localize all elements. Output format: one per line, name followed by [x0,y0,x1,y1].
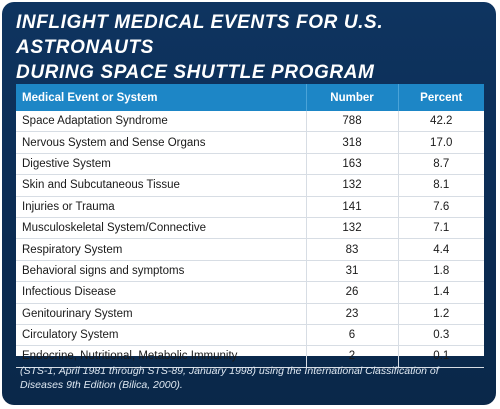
cell-number: 2 [305,345,398,368]
cell-number: 141 [305,196,398,218]
cell-event: Behavioral signs and symptoms [16,260,306,283]
table-header-row: Medical Event or System Number Percent [16,84,484,111]
cell-number: 318 [305,131,398,154]
cell-number: 83 [305,238,398,261]
cell-event: Skin and Subcutaneous Tissue [16,174,306,197]
cell-percent: 1.8 [397,260,484,283]
table-row: Injuries or Trauma 141 7.6 [16,196,484,218]
cell-percent: 17.0 [397,131,484,154]
table-row: Nervous System and Sense Organs 318 17.0 [16,131,484,154]
table-row: Skin and Subcutaneous Tissue 132 8.1 [16,174,484,197]
cell-percent: 0.1 [397,345,484,368]
cell-number: 23 [305,303,398,325]
table-row: Respiratory System 83 4.4 [16,238,484,261]
cell-number: 163 [305,153,398,176]
table-row: Circulatory System 6 0.3 [16,324,484,347]
page-title: INFLIGHT MEDICAL EVENTS FOR U.S. ASTRONA… [16,10,486,85]
title-line-2: DURING SPACE SHUTTLE PROGRAM [16,62,375,83]
table-body: Space Adaptation Syndrome 788 42.2 Nervous … [16,111,484,368]
cell-number: 6 [305,324,398,347]
cell-event: Space Adaptation Syndrome [16,111,306,133]
header-number: Number [305,84,398,111]
header-percent: Percent [397,84,484,111]
cell-number: 132 [305,217,398,240]
cell-number: 788 [305,111,398,133]
table-row: Space Adaptation Syndrome 788 42.2 [16,111,484,133]
cell-percent: 8.1 [397,174,484,197]
table-row: Endocrine, Nutritional, Metabolic Immuni… [16,345,484,368]
cell-event: Endocrine, Nutritional, Metabolic Immuni… [16,345,306,368]
cell-percent: 7.6 [397,196,484,218]
header-event: Medical Event or System [22,91,158,104]
cell-event: Musculoskeletal System/Connective [16,217,306,240]
cell-percent: 1.2 [397,303,484,325]
cell-number: 31 [305,260,398,283]
table-row: Behavioral signs and symptoms 31 1.8 [16,260,484,283]
table-row: Infectious Disease 26 1.4 [16,281,484,304]
cell-percent: 42.2 [397,111,484,133]
cell-number: 132 [305,174,398,197]
cell-percent: 7.1 [397,217,484,240]
cell-percent: 1.4 [397,281,484,304]
cell-event: Circulatory System [16,324,306,347]
medical-events-table: Medical Event or System Number Percent S… [16,84,484,368]
infographic-panel: INFLIGHT MEDICAL EVENTS FOR U.S. ASTRONA… [2,2,496,405]
medical-events-table-container: Medical Event or System Number Percent S… [16,84,484,368]
cell-event: Injuries or Trauma [16,196,306,218]
cell-event: Digestive System [16,153,306,176]
cell-event: Nervous System and Sense Organs [16,131,306,154]
title-line-1: INFLIGHT MEDICAL EVENTS FOR U.S. ASTRONA… [16,12,384,58]
table-row: Genitourinary System 23 1.2 [16,303,484,325]
cell-event: Infectious Disease [16,281,306,304]
table-row: Musculoskeletal System/Connective 132 7.1 [16,217,484,240]
footnote: (STS-1, April 1981 through STS-89, Janua… [20,365,439,391]
cell-number: 26 [305,281,398,304]
cell-event: Respiratory System [16,238,306,261]
cell-event: Genitourinary System [16,303,306,325]
cell-percent: 4.4 [397,238,484,261]
cell-percent: 8.7 [397,153,484,176]
table-row: Digestive System 163 8.7 [16,153,484,176]
cell-percent: 0.3 [397,324,484,347]
